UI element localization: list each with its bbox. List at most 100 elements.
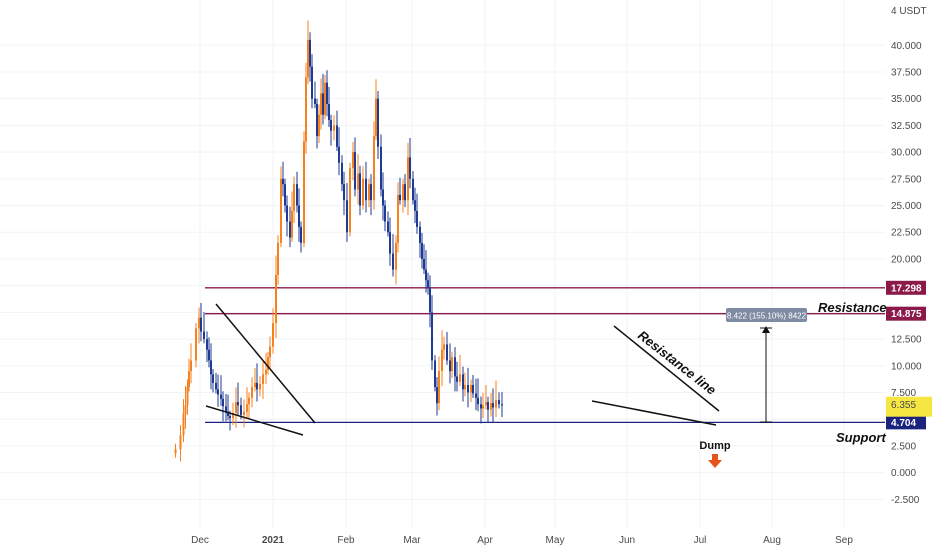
candle-body [480,404,482,409]
candle-body [206,339,208,350]
candle-body [451,357,453,372]
support-badge-text: 4.704 [891,418,916,429]
candle-body [324,82,326,115]
candle-body [341,162,343,185]
candle-body [182,413,185,436]
candle-body [272,323,274,347]
candle-body [449,360,451,372]
dump-arrow-icon [708,454,722,468]
candles [174,20,503,462]
candle-body [203,331,205,340]
candle-body [485,402,487,406]
candle-body [338,146,340,163]
candle-body [409,157,411,179]
candle-body [346,200,348,233]
candle-body [220,394,222,399]
candle-body [441,349,443,372]
measure-label-text: 8.422 (155.10%) 8422 [727,312,807,321]
y-tick-label: 37.500 [891,67,922,78]
candle-body [459,374,461,382]
candle-body [407,157,409,201]
candle-body [414,200,416,211]
y-tick-label: -2.500 [891,495,920,506]
y-tick-label: 10.000 [891,361,922,372]
x-tick-label: Apr [477,535,493,546]
candle-body [282,178,284,185]
x-tick-label: Feb [337,535,355,546]
candle-body [431,312,433,361]
candle-body [438,371,440,404]
candle-body [368,184,370,201]
candle-body [501,404,503,406]
candle-body [210,360,212,375]
candle-body [300,226,302,243]
candle-body [320,93,322,115]
candle-body [429,287,431,313]
candle-body [330,120,332,131]
candle-body [423,258,425,270]
candle-body [303,141,305,243]
y-tick-label: 27.500 [891,174,922,185]
trend-drawings [205,303,772,436]
candle-body [208,349,210,361]
candle-body [284,184,286,206]
candle-body [240,405,242,415]
candle-body [456,376,458,382]
candle-body [490,403,492,410]
y-tick-label: 22.500 [891,228,922,239]
candle-body [305,77,307,142]
candle-body [498,399,500,405]
candle-body [425,269,427,281]
y-tick-label: 35.000 [891,94,922,105]
x-tick-label: Mar [403,535,421,546]
grid [0,0,885,528]
current-price-text: 6.355 [891,400,916,411]
candle-body [217,389,219,395]
candle-body [352,152,354,169]
candle-body [235,402,237,413]
candle-body [195,328,197,361]
x-tick-label: Dec [191,535,209,546]
candle-body [184,405,187,414]
wedge-lower-line [591,400,717,426]
time-axis: Dec 2021 Feb Mar Apr May Jun Jul Aug Sep [191,535,853,546]
support-badge [886,415,926,430]
candle-body [262,374,264,384]
candle-body [434,360,436,388]
candle-body [246,404,248,412]
candle-body [472,385,474,394]
candle-body [328,104,330,121]
y-tick-label: 25.000 [891,201,922,212]
candle-body [280,178,282,243]
resistance-lower-badge [886,306,926,321]
candle-body [174,449,177,454]
candle-body [416,210,418,227]
support-label: Support [836,430,886,445]
triangle-lower-line [205,405,304,436]
candle-body [454,357,456,377]
candle-body [215,382,217,390]
candle-body [259,383,261,390]
candle-body [277,242,279,275]
measure-label: 8.422 (155.10%) 8422 [726,308,807,322]
candle-body [373,136,375,201]
candle-body [254,382,256,388]
candle-body [370,184,372,201]
candle-body [307,39,309,78]
candle-body [477,397,479,405]
candle-body [336,125,338,147]
candle-body [309,39,311,67]
y-tick-label: 2.500 [891,441,916,452]
candle-body [256,382,258,390]
resistance-label: Resistance [818,300,887,315]
candle-body [495,399,497,408]
candle-body [462,374,464,390]
resistance-upper-badge [886,280,926,295]
measure-arrowhead [762,326,770,333]
y-tick-label: 12.500 [891,335,922,346]
price-axis: -2.5000.0002.5005.0007.50010.00012.50015… [891,6,927,506]
plot-background [0,0,885,528]
candle-body [190,360,192,372]
candle-body [402,184,404,201]
